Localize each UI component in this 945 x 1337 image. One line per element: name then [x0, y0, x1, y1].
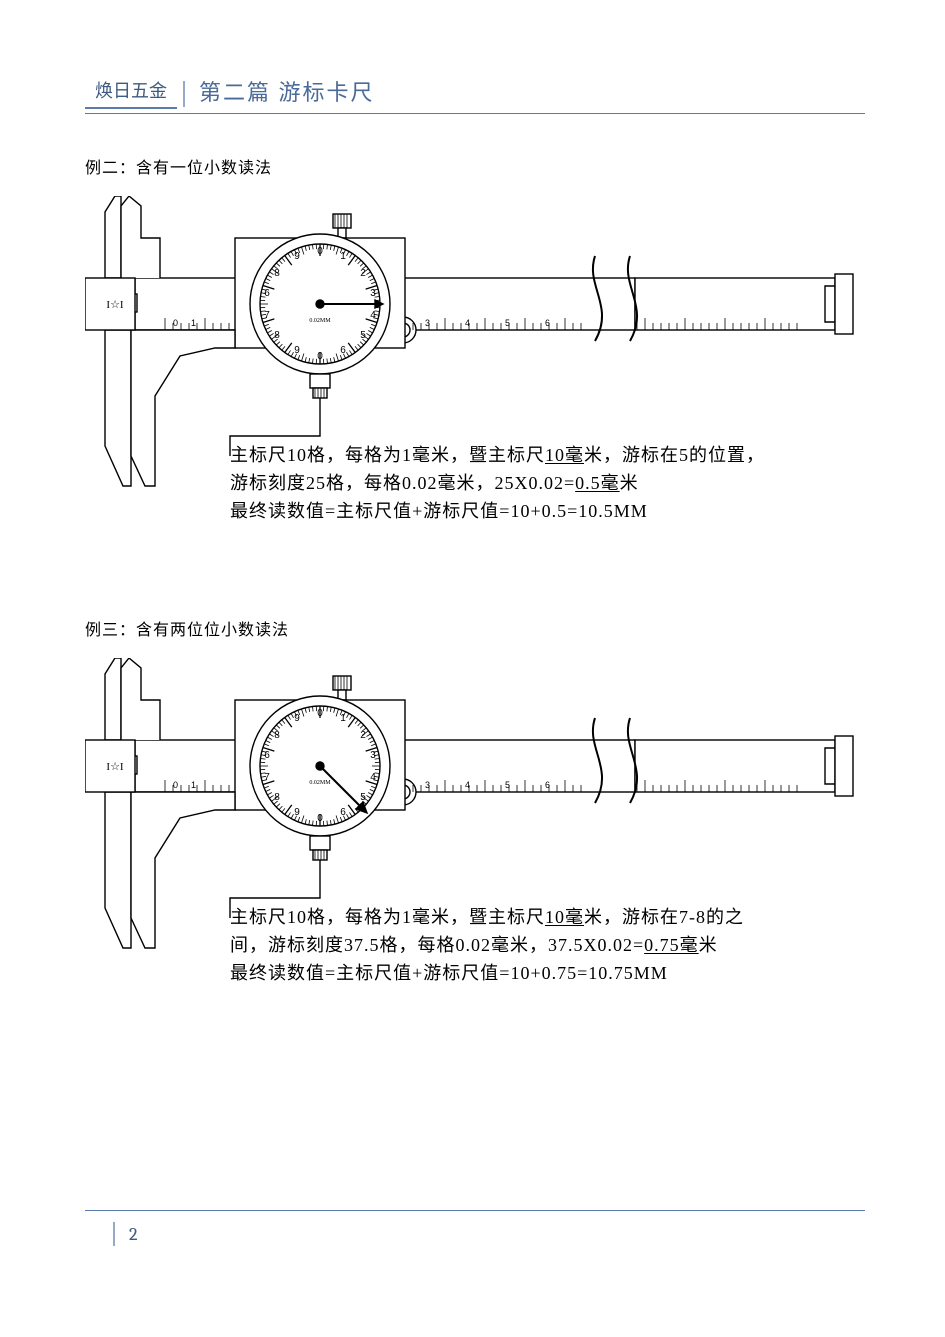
svg-text:9: 9 — [294, 345, 300, 356]
svg-text:3: 3 — [425, 780, 430, 790]
svg-text:3: 3 — [370, 288, 376, 299]
svg-text:6: 6 — [545, 318, 550, 328]
svg-text:3: 3 — [370, 750, 376, 761]
caliper-diagram-2: 0 1 2 3 4 5 6 0 9 8 7 6 8 9 0.02MM I☆I — [85, 196, 855, 496]
svg-text:7: 7 — [264, 772, 270, 783]
svg-text:5: 5 — [360, 792, 366, 803]
page-number: 2 — [129, 1224, 138, 1245]
svg-text:1: 1 — [340, 251, 346, 262]
svg-text:5: 5 — [505, 318, 510, 328]
footer-rule — [85, 1210, 865, 1211]
svg-text:8: 8 — [274, 268, 280, 279]
svg-text:0: 0 — [317, 708, 323, 719]
svg-text:0: 0 — [173, 780, 178, 790]
svg-text:3: 3 — [425, 318, 430, 328]
svg-text:4: 4 — [370, 772, 376, 783]
svg-text:9: 9 — [294, 251, 300, 262]
example-2-annotation: 主标尺10格，每格为1毫米，暨主标尺10毫米，游标在5的位置， 游标刻度25格，… — [230, 442, 765, 526]
example-2-title: 例二：含有一位小数读法 — [85, 154, 865, 178]
svg-text:2: 2 — [360, 268, 366, 279]
svg-text:0: 0 — [317, 246, 323, 257]
caliper-mark-3: I☆I — [106, 761, 124, 773]
svg-text:8: 8 — [274, 330, 280, 341]
caliper-diagram-3: 0 1 2 3 4 5 6 0 9 8 7 6 8 9 0.02MM I☆I — [85, 658, 855, 958]
svg-text:6: 6 — [264, 288, 270, 299]
svg-text:1: 1 — [191, 318, 196, 328]
example-3-title: 例三：含有两位位小数读法 — [85, 616, 865, 640]
ex2-line2: 游标刻度25格，每格0.02毫米，25X0.02=0.5毫米 — [230, 470, 765, 498]
dial-precision-3: 0.02MM — [309, 780, 331, 786]
header-chapter: 第二篇 游标卡尺 — [199, 75, 375, 109]
page-content: 焕日五金 第二篇 游标卡尺 例二：含有一位小数读法 — [85, 75, 865, 1018]
header-brand: 焕日五金 — [85, 77, 177, 109]
svg-text:2: 2 — [360, 730, 366, 741]
ex2-line3: 最终读数值=主标尺值+游标尺值=10+0.5=10.5MM — [230, 498, 765, 526]
svg-text:6: 6 — [545, 780, 550, 790]
example-3-annotation: 主标尺10格，每格为1毫米，暨主标尺10毫米，游标在7-8的之 间，游标刻度37… — [230, 904, 744, 988]
caliper-mark-2: I☆I — [106, 299, 124, 311]
svg-text:6: 6 — [264, 750, 270, 761]
header-divider — [183, 81, 185, 107]
svg-text:5: 5 — [360, 330, 366, 341]
example-3: 例三：含有两位位小数读法 — [85, 616, 865, 958]
page-footer: 2 — [113, 1222, 138, 1246]
svg-text:6: 6 — [340, 807, 346, 818]
ex2-line1: 主标尺10格，每格为1毫米，暨主标尺10毫米，游标在5的位置， — [230, 442, 765, 470]
svg-text:7: 7 — [264, 310, 270, 321]
svg-text:1: 1 — [191, 780, 196, 790]
example-2: 例二：含有一位小数读法 — [85, 154, 865, 496]
svg-text:0: 0 — [317, 813, 323, 824]
svg-text:4: 4 — [465, 318, 470, 328]
svg-text:0: 0 — [173, 318, 178, 328]
svg-text:4: 4 — [370, 310, 376, 321]
ex3-line1: 主标尺10格，每格为1毫米，暨主标尺10毫米，游标在7-8的之 — [230, 904, 744, 932]
svg-text:9: 9 — [294, 713, 300, 724]
svg-text:5: 5 — [505, 780, 510, 790]
svg-text:6: 6 — [340, 345, 346, 356]
svg-text:4: 4 — [465, 780, 470, 790]
svg-text:0: 0 — [317, 351, 323, 362]
footer-bar — [113, 1222, 115, 1246]
dial-precision-2: 0.02MM — [309, 318, 331, 324]
svg-text:1: 1 — [340, 713, 346, 724]
page-header: 焕日五金 第二篇 游标卡尺 — [85, 75, 865, 114]
svg-text:8: 8 — [274, 730, 280, 741]
svg-text:9: 9 — [294, 807, 300, 818]
svg-text:8: 8 — [274, 792, 280, 803]
ex3-line2: 间，游标刻度37.5格，每格0.02毫米，37.5X0.02=0.75毫米 — [230, 932, 744, 960]
ex3-line3: 最终读数值=主标尺值+游标尺值=10+0.75=10.75MM — [230, 960, 744, 988]
